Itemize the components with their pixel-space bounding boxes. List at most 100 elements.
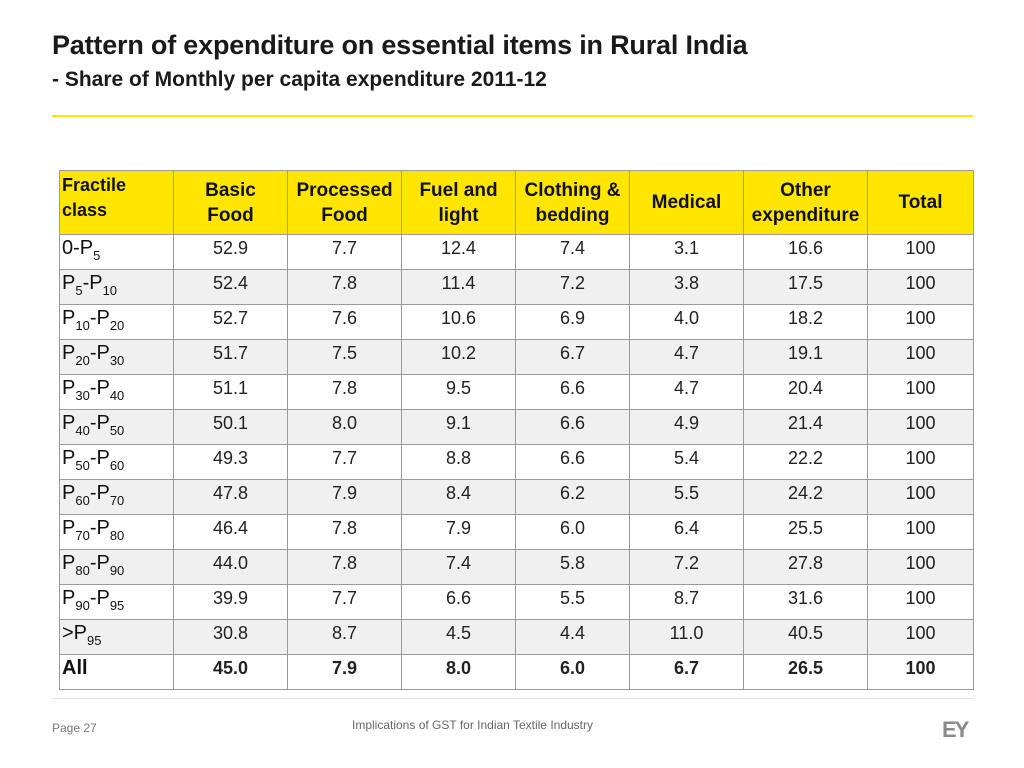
- table-cell: 50.1: [173, 409, 288, 445]
- table-cell: 31.6: [743, 584, 868, 620]
- fractile-label: P40-P50: [59, 409, 174, 445]
- table-cell: 46.4: [173, 514, 288, 550]
- table-cell: 26.5: [743, 654, 868, 690]
- table-cell: 7.5: [287, 339, 402, 375]
- table-cell: 7.9: [287, 654, 402, 690]
- table-cell: 100: [867, 234, 974, 270]
- table-row: All 45.0 7.9 8.0 6.0 6.7 26.5 100: [59, 654, 974, 690]
- table-cell: 100: [867, 584, 974, 620]
- table-cell: 17.5: [743, 269, 868, 305]
- table-cell: 30.8: [173, 619, 288, 655]
- fractile-label: All: [59, 654, 174, 690]
- table-cell: 100: [867, 269, 974, 305]
- table-row: P80-P90 44.0 7.8 7.4 5.8 7.2 27.8 100: [59, 549, 974, 585]
- table-cell: 7.8: [287, 514, 402, 550]
- header-clothing-bedding: Clothing & bedding: [515, 170, 630, 235]
- table-cell: 6.0: [515, 514, 630, 550]
- table-row: P50-P60 49.3 7.7 8.8 6.6 5.4 22.2 100: [59, 444, 974, 480]
- table-cell: 6.6: [515, 409, 630, 445]
- title-divider: [52, 115, 973, 117]
- fractile-label: P10-P20: [59, 304, 174, 340]
- table-cell: 45.0: [173, 654, 288, 690]
- table-cell: 4.7: [629, 339, 744, 375]
- table-row: P90-P95 39.9 7.7 6.6 5.5 8.7 31.6 100: [59, 584, 974, 620]
- table-cell: 7.6: [287, 304, 402, 340]
- table-row: P60-P70 47.8 7.9 8.4 6.2 5.5 24.2 100: [59, 479, 974, 515]
- table-cell: 40.5: [743, 619, 868, 655]
- table-cell: 6.2: [515, 479, 630, 515]
- table-cell: 11.0: [629, 619, 744, 655]
- table-cell: 8.0: [401, 654, 516, 690]
- table-cell: 5.5: [629, 479, 744, 515]
- table-cell: 7.8: [287, 374, 402, 410]
- table-cell: 12.4: [401, 234, 516, 270]
- table-cell: 47.8: [173, 479, 288, 515]
- table-cell: 7.8: [287, 549, 402, 585]
- table-cell: 6.6: [401, 584, 516, 620]
- table-cell: 4.7: [629, 374, 744, 410]
- table-cell: 8.0: [287, 409, 402, 445]
- table-cell: 19.1: [743, 339, 868, 375]
- table-cell: 7.7: [287, 234, 402, 270]
- table-cell: 8.4: [401, 479, 516, 515]
- table-cell: 8.7: [629, 584, 744, 620]
- header-other-expenditure: Other expenditure: [743, 170, 868, 235]
- fractile-label: P20-P30: [59, 339, 174, 375]
- table-row: P70-P80 46.4 7.8 7.9 6.0 6.4 25.5 100: [59, 514, 974, 550]
- table-cell: 7.7: [287, 584, 402, 620]
- table-cell: 6.0: [515, 654, 630, 690]
- table-cell: 5.8: [515, 549, 630, 585]
- footer-caption: Implications of GST for Indian Textile I…: [352, 718, 594, 732]
- table-cell: 22.2: [743, 444, 868, 480]
- header-fuel-and-light: Fuel and light: [401, 170, 516, 235]
- table-cell: 11.4: [401, 269, 516, 305]
- table-cell: 21.4: [743, 409, 868, 445]
- table-cell: 100: [867, 654, 974, 690]
- table-header-row: Fractile class Basic Food Processed Food Fu…: [59, 170, 974, 235]
- ey-logo: EY: [942, 717, 969, 742]
- table-cell: 7.7: [287, 444, 402, 480]
- table-cell: 27.8: [743, 549, 868, 585]
- table-row: P40-P50 50.1 8.0 9.1 6.6 4.9 21.4 100: [59, 409, 974, 445]
- table-cell: 4.0: [629, 304, 744, 340]
- table-cell: 100: [867, 339, 974, 375]
- fractile-label: P80-P90: [59, 549, 174, 585]
- table-cell: 4.9: [629, 409, 744, 445]
- table-cell: 100: [867, 514, 974, 550]
- table-cell: 51.1: [173, 374, 288, 410]
- fractile-label: P60-P70: [59, 479, 174, 515]
- table-cell: 9.5: [401, 374, 516, 410]
- table-row: P20-P30 51.7 7.5 10.2 6.7 4.7 19.1 100: [59, 339, 974, 375]
- table-cell: 5.4: [629, 444, 744, 480]
- footer-divider: [52, 698, 973, 699]
- header-total: Total: [867, 170, 974, 235]
- table-row: P10-P20 52.7 7.6 10.6 6.9 4.0 18.2 100: [59, 304, 974, 340]
- table-cell: 100: [867, 479, 974, 515]
- table-cell: 100: [867, 409, 974, 445]
- fractile-label: 0-P5: [59, 234, 174, 270]
- table-cell: 7.4: [401, 549, 516, 585]
- fractile-label: P30-P40: [59, 374, 174, 410]
- slide-title: Pattern of expenditure on essential item…: [52, 30, 748, 60]
- expenditure-table: Fractile class Basic Food Processed Food Fu…: [59, 170, 974, 690]
- table-cell: 4.4: [515, 619, 630, 655]
- table-row: P5-P10 52.4 7.8 11.4 7.2 3.8 17.5 100: [59, 269, 974, 305]
- fractile-label: P5-P10: [59, 269, 174, 305]
- table-cell: 100: [867, 619, 974, 655]
- table-cell: 7.9: [287, 479, 402, 515]
- table-cell: 7.4: [515, 234, 630, 270]
- table-cell: 9.1: [401, 409, 516, 445]
- table-cell: 3.1: [629, 234, 744, 270]
- table-cell: 51.7: [173, 339, 288, 375]
- table-cell: 24.2: [743, 479, 868, 515]
- page-number: Page 27: [52, 721, 97, 735]
- table-body: 0-P5 52.9 7.7 12.4 7.4 3.1 16.6 100 P5-P10 52.4 7.…: [59, 234, 974, 690]
- table-cell: 100: [867, 549, 974, 585]
- header-medical: Medical: [629, 170, 744, 235]
- table-cell: 7.8: [287, 269, 402, 305]
- table-cell: 25.5: [743, 514, 868, 550]
- table-cell: 10.2: [401, 339, 516, 375]
- fractile-label: P70-P80: [59, 514, 174, 550]
- table-cell: 7.2: [629, 549, 744, 585]
- table-cell: 100: [867, 444, 974, 480]
